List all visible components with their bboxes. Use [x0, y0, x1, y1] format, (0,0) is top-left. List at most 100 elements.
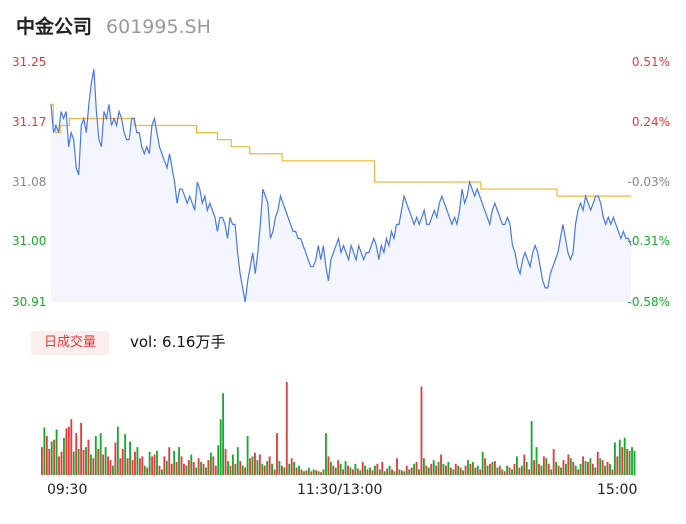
volume-bar — [540, 465, 543, 475]
volume-bar — [178, 447, 180, 475]
stock-name: 中金公司 — [16, 16, 93, 38]
volume-bar — [273, 469, 276, 475]
volume-bar — [89, 454, 92, 475]
volume-bar — [496, 467, 499, 475]
volume-bar — [513, 463, 516, 475]
volume-bar — [530, 421, 533, 475]
volume-bar — [290, 458, 293, 475]
price-tick-1: 31.25 — [12, 55, 47, 69]
volume-bar — [45, 435, 48, 475]
volume-bar — [391, 469, 393, 475]
volume-bar — [305, 470, 308, 475]
volume-bar — [511, 469, 513, 475]
volume-bar — [542, 456, 545, 475]
volume-bar — [344, 461, 347, 475]
volume-bar — [200, 461, 202, 475]
volume-bar — [533, 460, 535, 475]
volume-bar — [376, 463, 379, 475]
volume-bar — [229, 465, 232, 475]
volume-bar — [464, 465, 467, 475]
volume-bar — [219, 419, 222, 475]
volume-bar — [65, 428, 68, 475]
volume-bar — [486, 465, 489, 475]
volume-bar — [192, 461, 195, 475]
volume-bar — [557, 465, 560, 475]
volume-bar — [283, 467, 286, 475]
volume-bar — [579, 463, 582, 475]
volume-bar — [227, 461, 229, 475]
volume-bar — [300, 469, 303, 475]
pct-tick-5: -0.58% — [627, 295, 670, 309]
volume-bar — [506, 465, 509, 475]
volume-bar — [268, 456, 271, 475]
volume-bar — [503, 471, 506, 475]
volume-bar — [422, 458, 425, 475]
volume-bar — [613, 442, 616, 475]
volume-bar — [633, 450, 636, 475]
volume-bar — [285, 382, 288, 475]
volume-bar — [212, 456, 215, 475]
volume-bar — [418, 469, 420, 475]
volume-bar — [604, 465, 607, 475]
volume-bar — [148, 451, 151, 475]
volume-bar — [67, 426, 70, 475]
price-tick-2: 31.17 — [12, 115, 47, 129]
volume-bar — [491, 461, 494, 475]
volume-bar — [205, 467, 207, 475]
volume-bar — [312, 469, 315, 475]
time-label-mid: 11:30/13:00 — [297, 482, 383, 498]
volume-bar — [498, 465, 501, 475]
price-tick-5: 30.91 — [12, 295, 47, 309]
volume-bar — [141, 456, 144, 475]
volume-bar — [107, 456, 109, 475]
daily-volume-tab[interactable]: 日成交量 — [31, 331, 109, 355]
volume-bar — [584, 461, 587, 475]
volume-bar — [85, 447, 87, 475]
volume-bar — [459, 467, 462, 475]
volume-bar — [354, 463, 357, 475]
volume-bar — [143, 465, 146, 475]
volume-bar — [70, 419, 73, 475]
volume-bar — [320, 472, 322, 475]
volume-bar — [589, 458, 592, 475]
volume-bar — [606, 461, 609, 475]
volume-bar — [153, 454, 156, 475]
volume-bar — [587, 461, 589, 475]
volume-bar — [396, 458, 398, 475]
volume-bar — [577, 469, 580, 475]
volume-bar — [425, 465, 428, 475]
volume-bar — [175, 461, 178, 475]
volume-bar — [440, 454, 442, 475]
volume-bar — [239, 461, 242, 475]
volume-bar — [631, 447, 633, 475]
volume-bar — [119, 458, 122, 475]
volume-bars — [41, 382, 636, 475]
volume-bar — [489, 463, 491, 475]
volume-bar — [231, 454, 234, 475]
volume-bar — [327, 456, 330, 475]
volume-bar — [329, 461, 332, 475]
volume-bar — [469, 463, 472, 475]
volume-bar — [165, 461, 168, 475]
volume-bar — [413, 463, 416, 475]
volume-bar — [207, 460, 210, 475]
volume-bar — [393, 471, 396, 475]
price-line — [50, 68, 632, 303]
volume-bar — [550, 469, 553, 475]
volume-bar — [408, 469, 411, 475]
volume-bar — [474, 467, 477, 475]
volume-bar — [430, 463, 433, 475]
volume-bar — [383, 471, 386, 475]
volume-bar — [582, 456, 584, 475]
volume-bar — [41, 447, 43, 475]
volume-bar — [236, 447, 239, 475]
volume-bar — [405, 465, 408, 475]
volume-bar — [92, 458, 95, 475]
volume-bar — [538, 463, 540, 475]
volume-bar — [618, 439, 621, 475]
volume-bar — [234, 463, 237, 475]
volume-bar — [427, 467, 430, 475]
volume-bar — [254, 452, 256, 475]
volume-bar — [371, 470, 374, 475]
